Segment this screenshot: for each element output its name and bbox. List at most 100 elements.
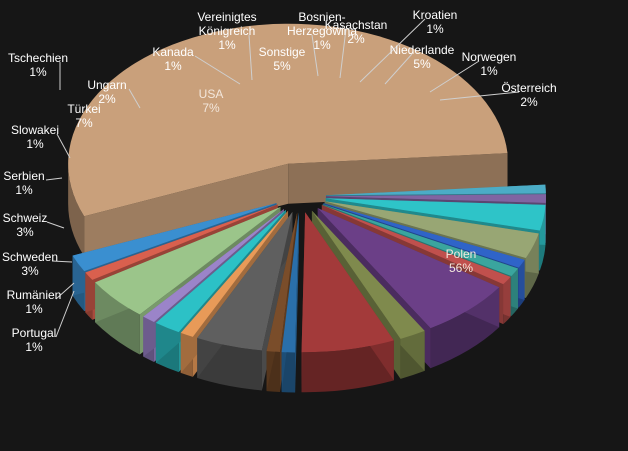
slice-top-tschechien (321, 204, 511, 285)
label-text-ungarn: Ungarn (87, 78, 126, 92)
label-schweiz: Schweiz 3% (3, 211, 48, 239)
slice-top-usa (301, 212, 394, 353)
slice-top-norwegen (85, 204, 278, 280)
label-ungarn: Ungarn 2% (87, 78, 126, 106)
leader-rumanien (55, 282, 75, 300)
label-pct-slowakei: 1% (26, 137, 44, 151)
label-pct-schweden: 3% (21, 264, 39, 278)
slice-top-vereinigtes-konigreich (266, 212, 298, 353)
slice-top-polen (68, 23, 508, 217)
label-pct-tschechien: 1% (29, 65, 47, 79)
leader-vereinigtes-konigreich (248, 34, 253, 81)
label-pct-kasachstan: 2% (347, 32, 365, 46)
slice-side-usa (301, 340, 394, 393)
label-schweden: Schweden 3% (2, 250, 58, 278)
label-pct-sonstige: 5% (273, 59, 291, 73)
label-text-rumanien: Rumänien (7, 288, 62, 302)
leader-lines (45, 18, 520, 338)
slice-top-serbien (323, 203, 525, 268)
label-pct-niederlande: 5% (413, 57, 431, 71)
label-pct-kroatien: 1% (426, 22, 444, 36)
label-text-polen: Polen (446, 247, 477, 261)
label-pct-serbien: 1% (15, 183, 33, 197)
label-pct-vereinigtes-konigreich: 1% (218, 38, 236, 52)
leader-ungarn (128, 88, 141, 109)
slice-top-kroatien (143, 209, 284, 322)
slice-top-portugal (325, 184, 546, 196)
label-pct-usa: 7% (202, 101, 220, 115)
label-text-vereinigtes-konigreich: Königreich (199, 24, 256, 38)
pie-slices (68, 23, 546, 393)
label-text-bosnien-herzegowina: Herzegowina (287, 24, 357, 38)
slice-sonstige (197, 211, 293, 391)
label-pct-norwegen: 1% (480, 64, 498, 78)
label-serbien: Serbien 1% (3, 169, 44, 197)
label-pct-polen: 56% (449, 261, 473, 275)
slice-kanada (281, 212, 299, 393)
label-text-usa: USA (199, 87, 224, 101)
label-text-kanada: Kanada (152, 45, 194, 59)
label-pct-rumanien: 1% (25, 302, 43, 316)
label-kanada: Kanada 1% (152, 45, 194, 73)
label-bosnien-herzegowina: Bosnien-Herzegowina 1% (287, 10, 357, 52)
label-usa: USA 7% (199, 87, 224, 115)
slice-usa (301, 212, 394, 393)
slice-top-osterreich (72, 203, 277, 272)
label-slowakei: Slowakei 1% (11, 123, 59, 151)
slice-top-slowakei (322, 204, 518, 277)
label-kroatien: Kroatien 1% (413, 8, 458, 36)
label-polen: Polen 56% (446, 247, 477, 275)
label-kasachstan: Kasachstan 2% (325, 18, 388, 46)
label-text-bosnien-herzegowina: Bosnien- (298, 10, 345, 24)
label-turkei: Türkei 7% (67, 102, 100, 130)
leader-kasachstan (339, 28, 347, 79)
slice-top-ungarn (311, 210, 425, 339)
data-labels: Polen 56%Portugal 1%Rumänien 1%Schweden 3%Sc… (2, 8, 557, 354)
slice-top-schweiz (324, 201, 539, 258)
label-text-slowakei: Slowakei (11, 123, 59, 137)
label-text-portugal: Portugal (12, 326, 57, 340)
leader-bosnien-herzegowina (311, 34, 319, 77)
label-text-kroatien: Kroatien (413, 8, 458, 22)
label-osterreich: Österreich 2% (501, 81, 556, 109)
leader-niederlande (384, 53, 413, 85)
label-norwegen: Norwegen 1% (462, 50, 517, 78)
label-tschechien: Tschechien 1% (8, 51, 68, 79)
label-portugal: Portugal 1% (12, 326, 57, 354)
label-text-serbien: Serbien (3, 169, 44, 183)
slice-top-niederlande (95, 206, 281, 315)
slice-wall-polen (84, 163, 289, 257)
label-text-sonstige: Sonstige (259, 45, 306, 59)
slice-top-turkei (317, 208, 500, 329)
leader-kanada (194, 55, 241, 85)
label-text-turkei: Türkei (67, 102, 100, 116)
label-text-niederlande: Niederlande (390, 43, 455, 57)
label-text-schweiz: Schweiz (3, 211, 48, 225)
label-vereinigtes-konigreich: Vereinigtes Königreich 1% (197, 10, 256, 52)
slice-top-kasachstan (155, 209, 286, 333)
label-pct-turkei: 7% (75, 116, 93, 130)
label-text-schweden: Schweden (2, 250, 58, 264)
label-rumanien: Rumänien 1% (7, 288, 62, 316)
label-niederlande: Niederlande 5% (390, 43, 455, 71)
label-text-vereinigtes-konigreich: Vereinigtes (197, 10, 256, 24)
label-text-norwegen: Norwegen (462, 50, 517, 64)
slice-top-bosnien-herzegowina (180, 210, 289, 337)
leader-osterreich (439, 91, 520, 101)
label-pct-kanada: 1% (164, 59, 182, 73)
slice-top-rumanien (325, 194, 546, 203)
leader-norwegen (429, 60, 480, 93)
slice-side-polen (68, 163, 85, 257)
label-pct-ungarn: 2% (98, 92, 116, 106)
label-text-osterreich: Österreich (501, 81, 556, 95)
slice-top-schweden (325, 198, 546, 231)
slice-top-kanada (281, 212, 299, 353)
label-pct-schweiz: 3% (16, 225, 34, 239)
slice-top-sonstige (197, 211, 293, 351)
leader-kroatien (359, 18, 426, 83)
label-pct-osterreich: 2% (520, 95, 538, 109)
leader-schweden (51, 260, 73, 263)
label-pct-bosnien-herzegowina: 1% (313, 38, 331, 52)
label-sonstige: Sonstige 5% (259, 45, 306, 73)
